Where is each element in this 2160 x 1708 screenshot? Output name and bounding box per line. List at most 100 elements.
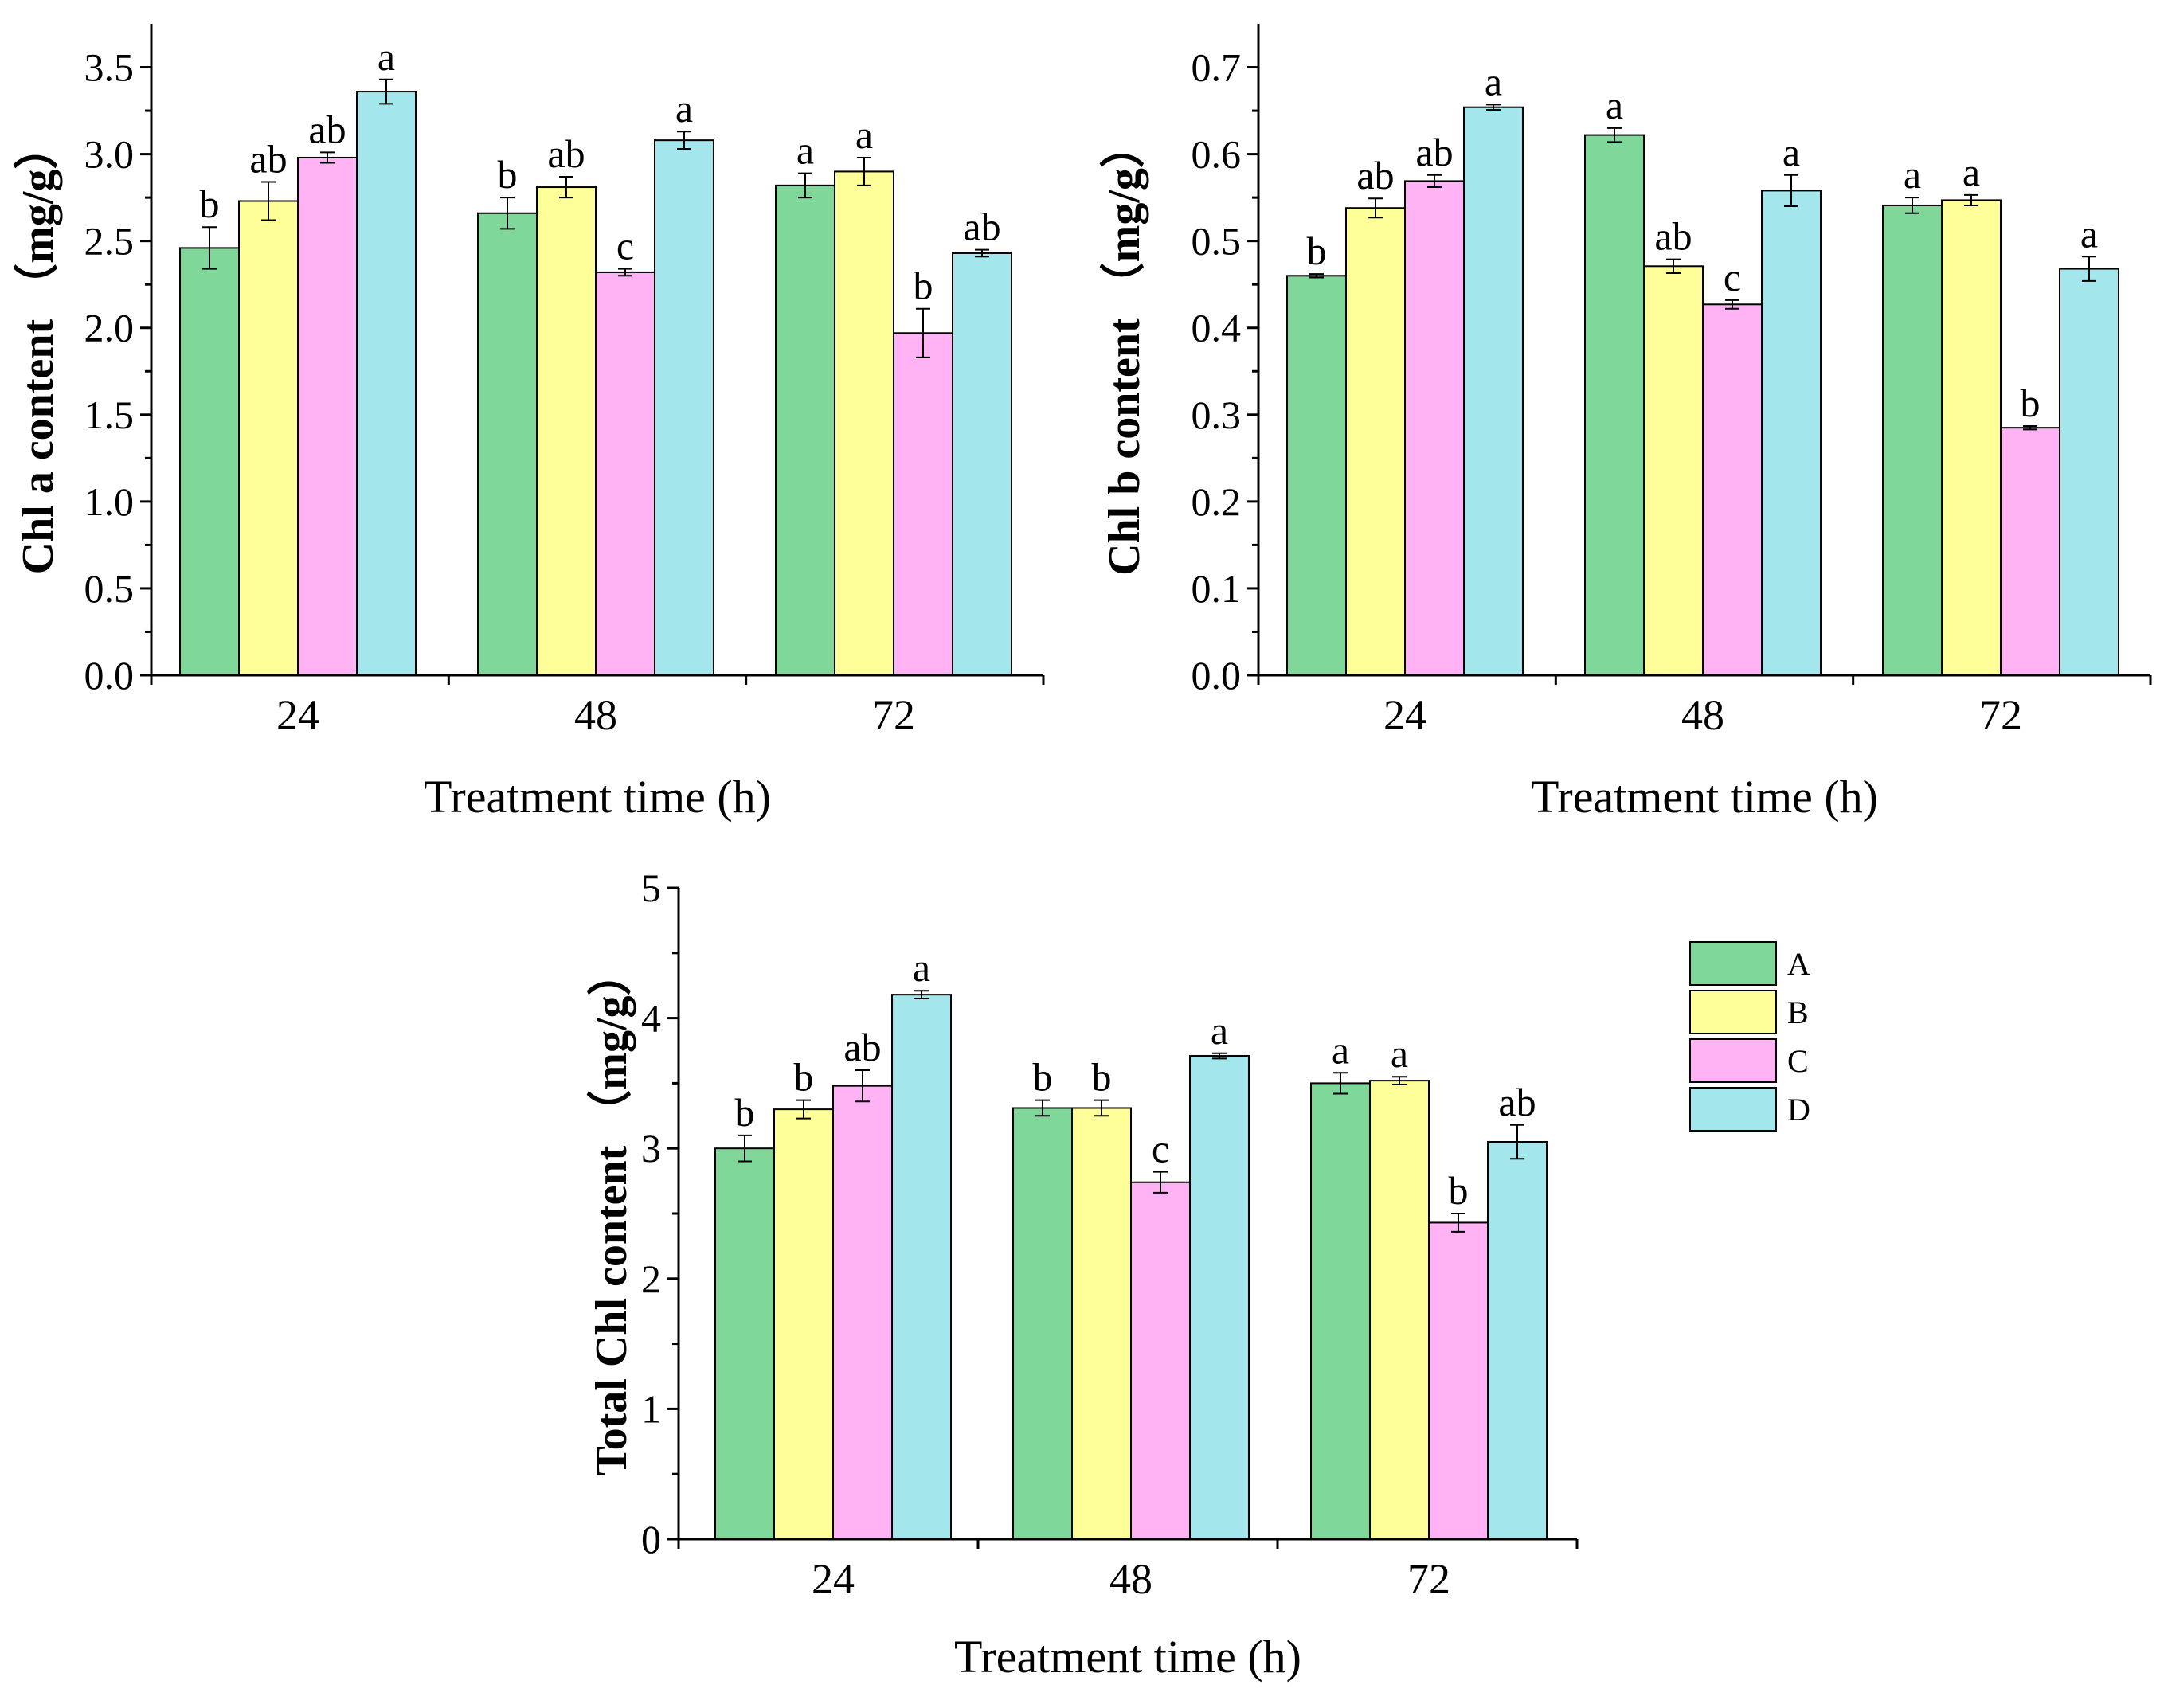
bar-B-48 xyxy=(1643,265,1704,676)
significance-label: b xyxy=(1033,1055,1053,1100)
error-bar-A-72 xyxy=(1333,1072,1348,1095)
bar-B-24 xyxy=(238,200,299,677)
significance-label: ab xyxy=(1498,1080,1536,1124)
bar-D-24 xyxy=(1463,106,1524,677)
significance-label: ab xyxy=(249,137,287,182)
bar-D-48 xyxy=(654,139,714,676)
legend-label: C xyxy=(1787,1043,1809,1079)
bar-D-24 xyxy=(356,91,417,676)
significance-label: c xyxy=(616,224,634,268)
error-bar-D-24 xyxy=(914,990,929,1000)
bar-B-48 xyxy=(1071,1107,1132,1540)
significance-label: a xyxy=(1904,152,1921,197)
bar-C-72 xyxy=(893,332,953,676)
x-tick-label: 48 xyxy=(574,691,617,739)
error-bar-A-48 xyxy=(500,197,515,230)
y-tick-label: 0.0 xyxy=(84,653,135,698)
error-bar-C-24 xyxy=(1427,174,1442,189)
y-tick-label: 5 xyxy=(641,866,661,910)
error-bar-C-72 xyxy=(1451,1213,1465,1233)
bar-C-48 xyxy=(595,271,655,676)
y-tick-label: 0.5 xyxy=(1192,219,1242,264)
y-tick-label: 0.6 xyxy=(1192,132,1242,177)
bar-A-72 xyxy=(1310,1082,1371,1540)
legend-swatch-D xyxy=(1689,1087,1777,1132)
error-bar-D-48 xyxy=(1784,174,1798,208)
bar-A-72 xyxy=(1882,204,1943,676)
y-tick-label: 0.4 xyxy=(1192,306,1242,350)
bar-C-48 xyxy=(1702,303,1763,676)
x-tick-label: 24 xyxy=(1383,691,1426,739)
legend-swatch-B xyxy=(1689,990,1777,1034)
bar-B-72 xyxy=(834,170,894,676)
bar-A-48 xyxy=(1584,134,1645,676)
x-tick-label: 24 xyxy=(276,691,319,739)
error-bar-C-48 xyxy=(1153,1171,1168,1194)
bar-A-24 xyxy=(179,247,240,676)
error-bar-B-24 xyxy=(261,181,276,221)
error-bar-A-24 xyxy=(1309,273,1324,279)
error-bar-C-24 xyxy=(320,151,335,164)
y-tick-label: 0 xyxy=(641,1517,661,1561)
significance-label: a xyxy=(1211,1008,1228,1053)
significance-label: a xyxy=(1782,130,1800,174)
legend-item-B: B xyxy=(1689,990,1809,1034)
y-tick-label: 2 xyxy=(641,1257,661,1301)
bar-D-72 xyxy=(2059,268,2119,676)
error-bar-B-24 xyxy=(1368,197,1383,219)
y-tick-label: 4 xyxy=(641,996,661,1041)
error-bar-C-24 xyxy=(855,1069,870,1103)
significance-label: ab xyxy=(1415,130,1453,174)
x-axis-title: Treatment time (h) xyxy=(424,771,771,823)
significance-label: ab xyxy=(1356,153,1394,197)
error-bar-A-72 xyxy=(798,172,812,199)
legend-item-C: C xyxy=(1689,1038,1809,1083)
significance-label: b xyxy=(735,1090,755,1135)
significance-label: a xyxy=(378,34,395,79)
significance-label: ab xyxy=(547,131,585,176)
legend-label: A xyxy=(1787,946,1810,982)
y-tick-label: 0.0 xyxy=(1192,653,1242,698)
bar-C-48 xyxy=(1130,1181,1191,1540)
bar-C-72 xyxy=(1428,1221,1489,1541)
error-bar-D-72 xyxy=(1510,1124,1524,1160)
bar-A-48 xyxy=(477,212,538,676)
y-tick-label: 2.0 xyxy=(84,306,135,350)
error-bar-B-48 xyxy=(559,175,573,199)
significance-label: b xyxy=(498,152,518,197)
bar-C-24 xyxy=(297,156,358,677)
bar-B-72 xyxy=(1941,199,2002,676)
significance-label: a xyxy=(796,128,814,173)
legend-item-D: D xyxy=(1689,1087,1810,1132)
significance-label: b xyxy=(1449,1168,1469,1213)
error-bar-B-48 xyxy=(1094,1099,1109,1117)
significance-label: b xyxy=(794,1055,814,1100)
bar-C-24 xyxy=(1404,180,1465,677)
bar-C-72 xyxy=(2000,427,2060,676)
x-axis-title: Treatment time (h) xyxy=(954,1631,1301,1683)
error-bar-A-72 xyxy=(1905,197,1919,214)
legend-label: D xyxy=(1787,1092,1810,1128)
bar-D-48 xyxy=(1189,1055,1250,1540)
significance-label: ab xyxy=(843,1025,881,1069)
y-tick-label: 3.5 xyxy=(84,45,135,90)
error-bar-C-72 xyxy=(916,307,930,358)
error-bar-B-48 xyxy=(1666,258,1681,275)
significance-label: a xyxy=(675,86,693,131)
bar-D-24 xyxy=(891,994,952,1540)
bar-A-48 xyxy=(1012,1107,1073,1540)
y-tick-label: 1.5 xyxy=(84,393,135,437)
y-axis-title: Total Chl content （mg/g） xyxy=(586,951,636,1475)
error-bar-D-48 xyxy=(677,131,691,150)
y-tick-label: 0.1 xyxy=(1192,566,1242,611)
error-bar-C-72 xyxy=(2023,424,2037,431)
y-tick-label: 3.0 xyxy=(84,132,135,177)
error-bar-B-72 xyxy=(1392,1076,1407,1086)
x-tick-label: 72 xyxy=(1407,1555,1450,1603)
y-tick-label: 1 xyxy=(641,1386,661,1431)
error-bar-A-48 xyxy=(1035,1099,1050,1117)
error-bar-B-72 xyxy=(1964,193,1978,206)
error-bar-B-72 xyxy=(857,156,871,186)
